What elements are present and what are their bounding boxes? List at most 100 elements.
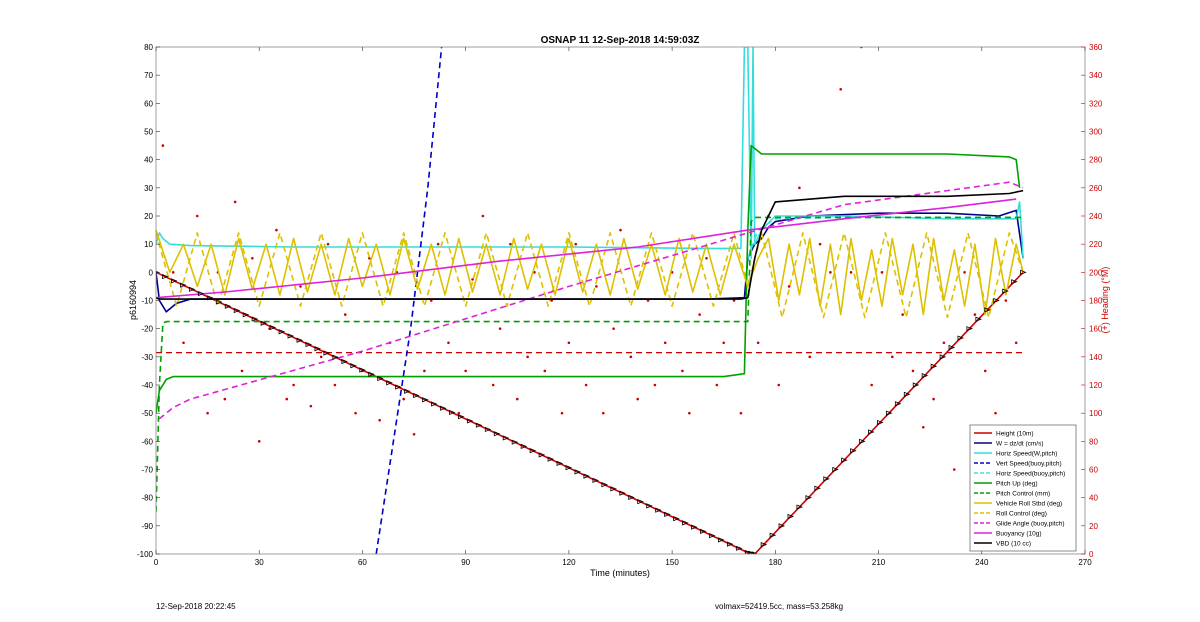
y-tick-label-left: -70	[141, 466, 153, 475]
heading-point	[829, 271, 832, 274]
y-tick-label-left: 50	[144, 128, 153, 137]
heading-point	[240, 369, 244, 373]
heading-point	[275, 228, 278, 232]
height-marker	[386, 380, 393, 386]
y-tick-label-left: -100	[137, 550, 154, 559]
height-marker	[1011, 279, 1018, 285]
y-tick-label-right: 40	[1089, 494, 1098, 503]
height-marker	[224, 303, 232, 309]
height-marker	[894, 401, 902, 407]
chart-title: OSNAP 11 12-Sep-2018 14:59:03Z	[541, 35, 700, 46]
heading-point	[457, 411, 461, 415]
height-marker	[404, 388, 411, 394]
height-marker	[691, 524, 698, 530]
heading-point	[182, 341, 185, 345]
y-tick-label-left: -60	[141, 437, 153, 446]
series-line	[156, 271, 1024, 554]
heading-point	[911, 369, 915, 373]
heading-point	[309, 404, 313, 408]
heading-point	[491, 383, 495, 387]
height-marker	[637, 499, 644, 505]
legend-label: Glide Angle (buoy,pitch)	[996, 521, 1065, 528]
height-marker	[682, 520, 689, 526]
heading-point	[368, 256, 371, 260]
height-marker	[583, 473, 590, 479]
height-marker	[529, 448, 537, 454]
height-marker	[449, 409, 456, 416]
y-tick-label-left: 60	[144, 99, 153, 108]
height-marker	[751, 551, 759, 554]
heading-point	[423, 369, 426, 373]
heading-point	[526, 355, 529, 359]
y-tick-label-left: -80	[141, 494, 153, 503]
y-tick-label-left: -30	[141, 353, 153, 362]
height-marker	[859, 438, 866, 444]
height-marker	[314, 346, 321, 352]
height-marker	[269, 324, 277, 331]
y-tick-label-left: 20	[144, 212, 153, 221]
heading-point	[601, 411, 605, 415]
legend-label: VBD (10 cc)	[996, 541, 1031, 548]
height-marker	[877, 419, 884, 426]
height-marker	[735, 545, 743, 551]
y-tick-label-left: -20	[141, 325, 153, 334]
x-axis-label: Time (minutes)	[590, 568, 650, 578]
height-marker	[188, 286, 196, 292]
height-marker	[350, 363, 357, 369]
y-axis-label-right: (+) Heading (°M)	[1100, 267, 1110, 334]
heading-point	[1004, 299, 1008, 302]
height-marker	[502, 435, 510, 441]
y-axis-label-left: p6160994	[128, 280, 138, 320]
heading-point	[636, 397, 640, 401]
series-line	[156, 198, 1017, 299]
y-tick-label-right: 260	[1089, 184, 1103, 193]
heading-point	[412, 432, 416, 436]
height-marker	[206, 295, 214, 301]
height-marker	[912, 382, 920, 388]
y-tick-label-right: 20	[1089, 522, 1098, 531]
heading-point	[818, 242, 822, 246]
heading-point	[233, 200, 237, 204]
heading-point	[285, 397, 289, 401]
y-tick-label-right: 220	[1089, 240, 1103, 249]
y-tick-label-left: 80	[144, 43, 153, 52]
y-tick-label-right: 280	[1089, 156, 1103, 165]
height-marker	[242, 312, 250, 318]
height-marker	[673, 516, 680, 522]
height-marker	[565, 465, 573, 471]
height-marker	[778, 523, 786, 529]
heading-point	[839, 87, 843, 91]
height-marker	[984, 307, 991, 313]
heading-point	[870, 383, 873, 387]
heading-point	[206, 411, 209, 415]
heading-point	[983, 369, 987, 373]
heading-point	[223, 397, 227, 401]
height-marker	[655, 507, 662, 513]
x-tick-label: 60	[358, 558, 367, 567]
legend-label: W = dz/dt (cm/s)	[996, 441, 1044, 448]
heading-point	[698, 313, 701, 316]
heading-point	[481, 214, 485, 218]
height-marker	[377, 375, 384, 382]
legend-label: Vehicle Roll Stbd (deg)	[996, 501, 1062, 508]
height-marker	[440, 405, 447, 411]
heading-point	[942, 341, 946, 345]
heading-point	[326, 242, 330, 246]
height-marker	[197, 290, 205, 297]
height-marker	[511, 439, 519, 445]
height-marker	[796, 504, 803, 510]
height-marker	[832, 466, 839, 473]
heading-point	[292, 383, 295, 387]
heading-point	[808, 355, 812, 359]
heading-point	[171, 271, 175, 274]
y-tick-label-left: -40	[141, 381, 153, 390]
legend-label: Horiz Speed(buoy,pitch)	[996, 471, 1065, 478]
heading-point	[195, 214, 199, 218]
height-marker	[1020, 269, 1027, 275]
height-marker	[930, 363, 938, 369]
heading-point	[849, 271, 853, 274]
heading-point	[756, 341, 760, 345]
height-marker	[885, 410, 893, 416]
heading-point	[299, 285, 302, 288]
heading-point	[333, 383, 337, 387]
